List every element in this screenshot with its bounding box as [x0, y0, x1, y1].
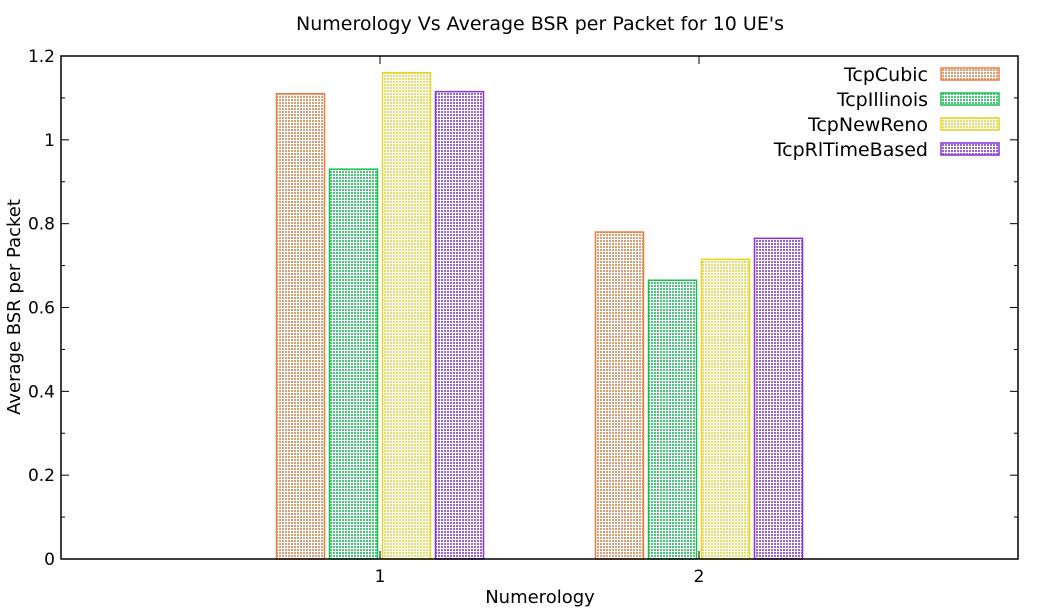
y-tick-label: 0 [44, 550, 55, 570]
bar-tcpcubic-2 [594, 231, 645, 560]
x-tick-label: 2 [694, 567, 705, 587]
bar-tcpillinois-1 [328, 168, 379, 560]
y-tick-label: 0.6 [28, 299, 55, 319]
legend-label-tcpillinois: TcpIllinois [836, 89, 928, 111]
legend-swatch-tcpnewreno [940, 117, 1000, 131]
bar-tcpcubic-1 [275, 92, 326, 560]
x-tick-label: 1 [375, 567, 386, 587]
chart-title: Numerology Vs Average BSR per Packet for… [296, 13, 784, 35]
legend-swatch-tcpillinois [940, 92, 1000, 106]
y-tick-label: 0.2 [28, 466, 55, 486]
legend-label-tcpcubic: TcpCubic [843, 64, 928, 86]
y-axis-label: Average BSR per Packet [4, 199, 25, 415]
legend: TcpCubic TcpIllinois TcpNewReno TcpRlTimeBa… [773, 64, 1000, 161]
y-tick-label: 0.4 [28, 382, 55, 402]
y-tick-label: 1 [44, 131, 55, 151]
bars-group [275, 72, 804, 560]
bar-tcprltimebased-2 [753, 237, 804, 560]
bar-tcpnewreno-1 [381, 72, 432, 560]
bar-tcpnewreno-2 [700, 258, 751, 560]
bar-tcpillinois-2 [647, 279, 698, 560]
legend-swatch-tcprltimebased [940, 142, 1000, 156]
y-tick-label: 0.8 [28, 215, 55, 235]
legend-swatch-tcpcubic [940, 67, 1000, 81]
legend-label-tcpnewreno: TcpNewReno [807, 114, 928, 136]
legend-label-tcprltimebased: TcpRlTimeBased [773, 139, 928, 161]
x-axis-label: Numerology [485, 587, 595, 607]
y-tick-label: 1.2 [28, 47, 55, 67]
axes-group: 1 2 0 0.2 0.4 0.6 0.8 1 1.2 [28, 47, 1019, 587]
bar-tcprltimebased-1 [434, 90, 485, 560]
